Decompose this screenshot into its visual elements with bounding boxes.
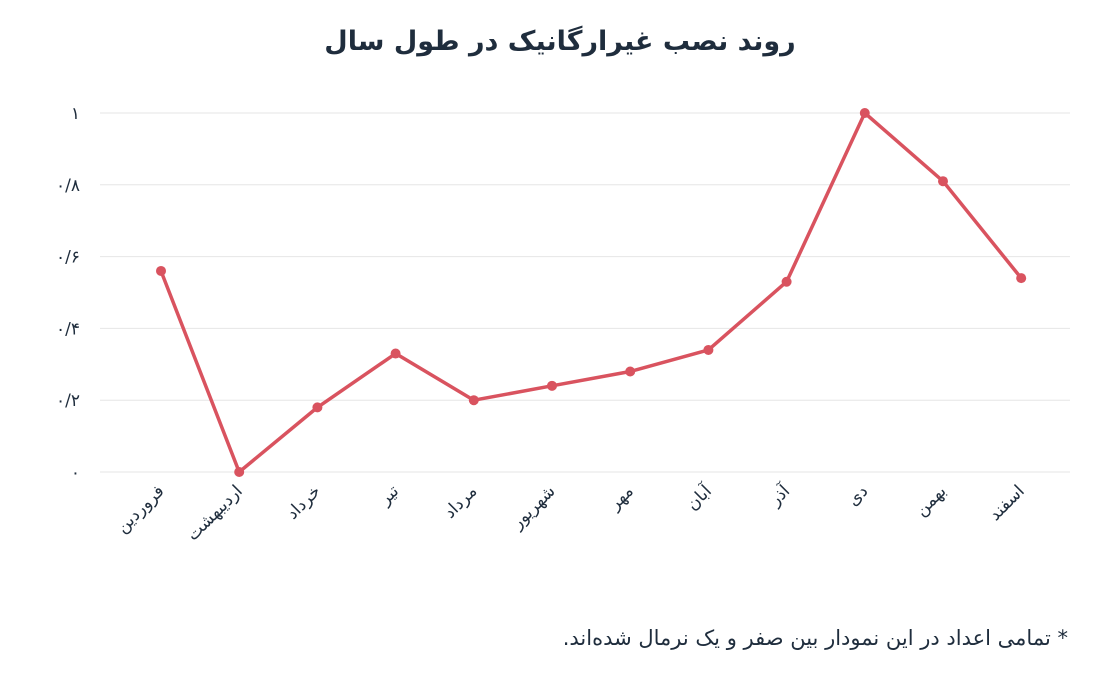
chart-title: روند نصب غیرارگانیک در طول سال xyxy=(324,26,796,57)
data-point xyxy=(234,467,245,477)
x-tick-label: آذر xyxy=(763,479,795,511)
x-tick-label: اردیبهشت xyxy=(183,481,247,545)
data-point xyxy=(781,276,792,287)
x-tick-label: خرداد xyxy=(283,481,325,523)
y-tick-label: ۰/۸ xyxy=(56,176,80,196)
data-point xyxy=(312,402,323,413)
series-line xyxy=(159,111,1023,474)
x-tick-label: تیر xyxy=(375,481,404,510)
grid-lines xyxy=(100,112,1070,473)
data-point xyxy=(547,380,557,391)
data-point xyxy=(859,108,870,118)
y-axis-ticks: ۰ ۰/۲ ۰/۴ ۰/۶ ۰/۸ ۱ xyxy=(56,104,80,483)
chart-footnote: * تمامی اعداد در این نمودار بین صفر و یک… xyxy=(562,626,1068,650)
y-tick-label: ۰ xyxy=(71,463,80,483)
x-tick-label: شهریور xyxy=(507,481,559,533)
y-tick-label: ۰/۴ xyxy=(56,319,80,339)
data-point xyxy=(625,366,636,377)
x-tick-label: اسفند xyxy=(985,481,1029,525)
data-point xyxy=(1016,273,1027,284)
data-point xyxy=(703,344,714,355)
x-tick-label: دی xyxy=(843,481,872,510)
x-tick-label: فروردین xyxy=(113,481,169,537)
data-point xyxy=(390,348,401,359)
x-tick-label: مرداد xyxy=(440,481,481,522)
y-tick-label: ۰/۶ xyxy=(56,248,80,268)
data-point xyxy=(938,176,948,187)
y-tick-label: ۱ xyxy=(71,104,80,124)
data-line xyxy=(159,111,1023,474)
x-axis-ticks: فروردین اردیبهشت خرداد تیر مرداد شهریور مهر آبا… xyxy=(113,479,1029,545)
series-points xyxy=(156,108,1027,477)
y-tick-label: ۰/۲ xyxy=(56,391,80,411)
x-tick-label: آبان xyxy=(681,479,717,515)
x-tick-label: بهمن xyxy=(911,481,950,520)
data-point xyxy=(156,265,166,276)
data-point xyxy=(468,395,479,406)
x-tick-label: مهر xyxy=(604,481,637,514)
